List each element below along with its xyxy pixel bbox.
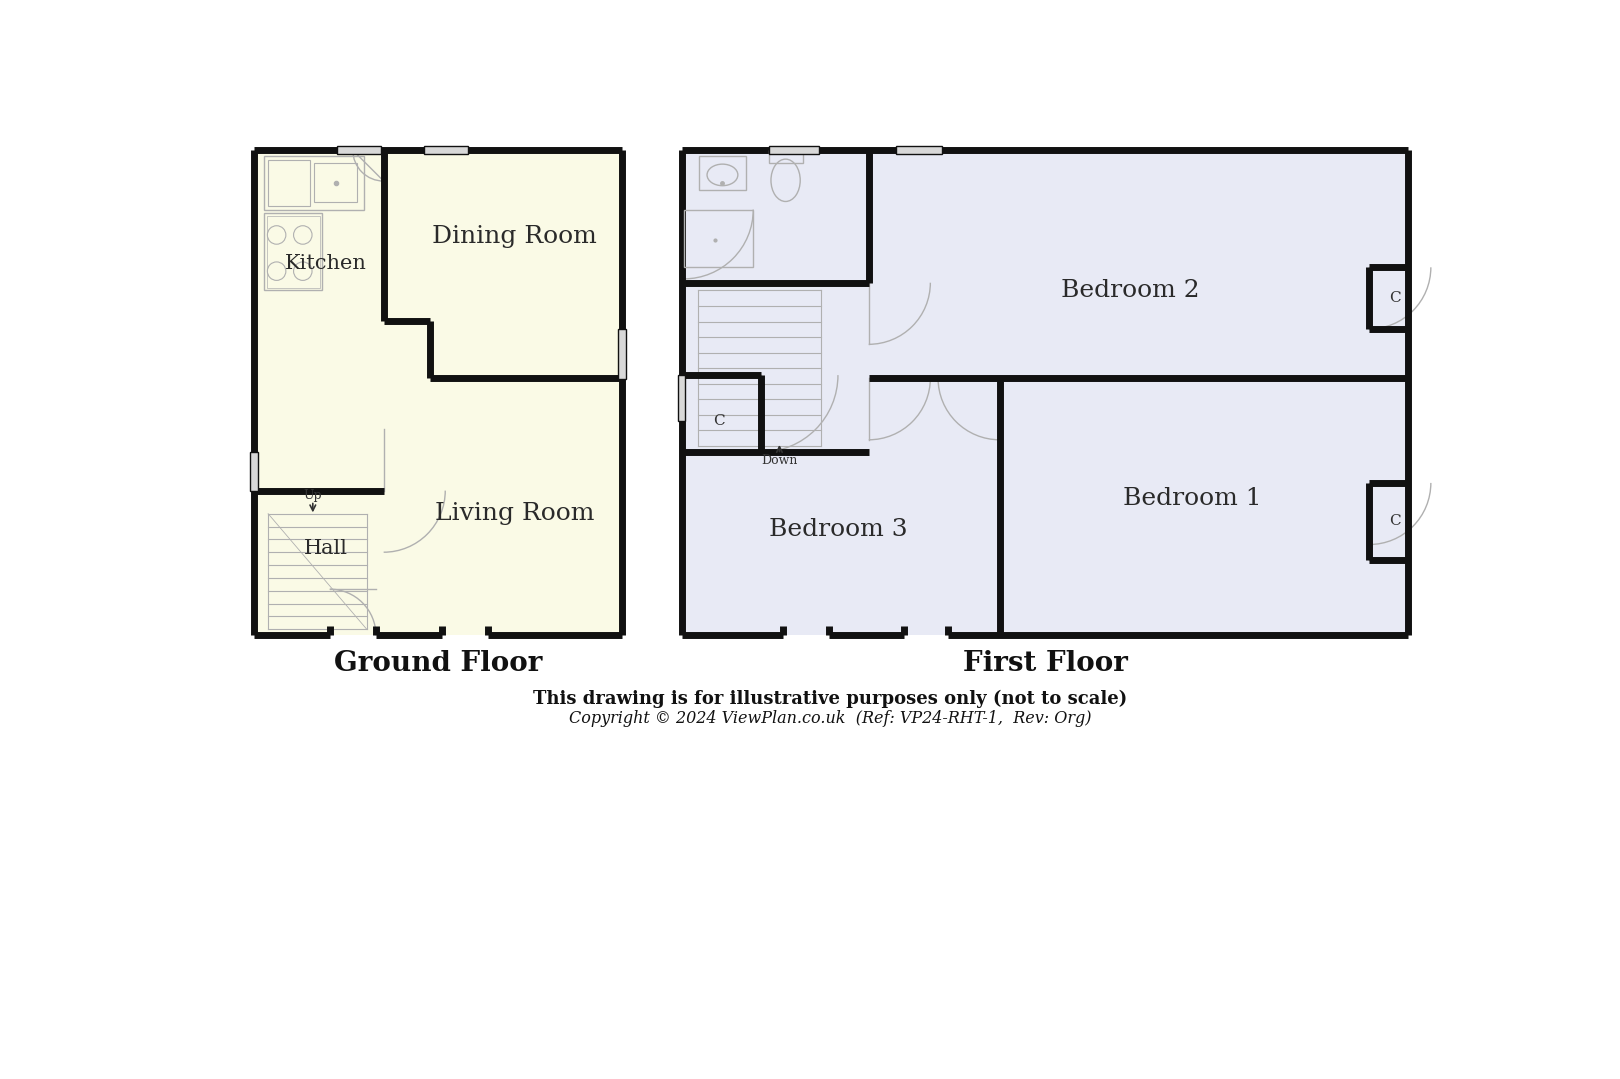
Bar [896, 147, 941, 154]
Text: Hall: Hall [305, 538, 348, 558]
Bar [700, 155, 745, 190]
Bar [684, 209, 753, 268]
Text: Living Room: Living Room [434, 502, 595, 525]
Bar [682, 150, 1408, 636]
Text: Ground Floor: Ground Floor [334, 651, 543, 678]
Text: Copyright © 2024 ViewPlan.co.uk  (Ref: VP24-RHT-1,  Rev: Org): Copyright © 2024 ViewPlan.co.uk (Ref: VP… [569, 710, 1092, 727]
Text: C: C [713, 414, 724, 428]
Bar [768, 150, 802, 163]
Bar [677, 375, 685, 421]
Text: Kitchen: Kitchen [285, 254, 366, 273]
Text: C: C [1388, 291, 1400, 305]
Bar [251, 452, 258, 491]
Text: Bedroom 3: Bedroom 3 [768, 518, 907, 541]
Text: This drawing is for illustrative purposes only (not to scale): This drawing is for illustrative purpose… [533, 689, 1128, 708]
Text: Bedroom 2: Bedroom 2 [1061, 278, 1200, 302]
Text: First Floor: First Floor [962, 651, 1128, 678]
Bar [264, 155, 364, 209]
Bar [254, 150, 622, 636]
Bar [267, 216, 319, 288]
Text: Dining Room: Dining Room [433, 226, 596, 248]
Bar [269, 160, 311, 206]
Text: Bedroom 1: Bedroom 1 [1123, 487, 1262, 509]
Bar [337, 147, 381, 154]
Bar [619, 329, 627, 379]
Bar [264, 214, 322, 290]
Bar [424, 147, 468, 154]
Bar [768, 147, 818, 154]
Bar [314, 163, 356, 202]
Text: C: C [1388, 515, 1400, 529]
Text: Up: Up [303, 489, 322, 502]
Text: Down: Down [761, 453, 797, 466]
